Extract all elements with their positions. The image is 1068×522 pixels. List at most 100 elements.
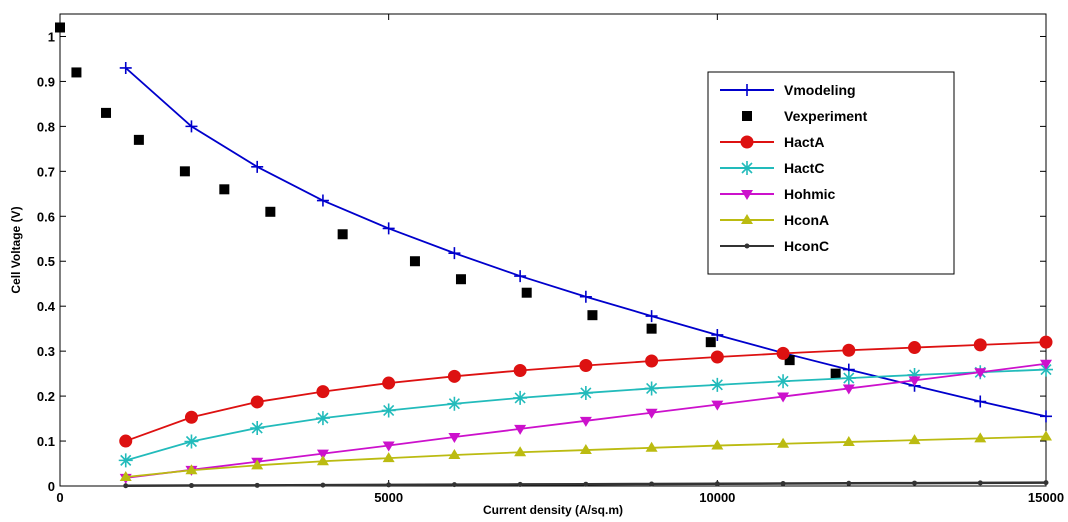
legend-label-hconc: HconC [784, 238, 829, 254]
y-tick-label: 1 [48, 29, 55, 44]
data-point-hactc [841, 371, 856, 386]
data-point-vexperiment [409, 256, 420, 267]
data-point-hactc [447, 396, 462, 411]
data-point-hacta [645, 354, 659, 368]
y-tick-label: 0.9 [37, 74, 55, 89]
data-point-hconc [583, 481, 589, 487]
data-point-vexperiment [101, 107, 112, 118]
y-tick-label: 0.3 [37, 344, 55, 359]
data-point-vmodeling [974, 395, 987, 408]
y-axis-label: Cell Voltage (V) [9, 206, 23, 293]
data-point-hacta [447, 369, 461, 383]
x-tick-label: 0 [56, 490, 63, 505]
data-point-hcona [842, 435, 855, 446]
data-point-hohmic [382, 441, 395, 452]
series-vexperiment [55, 22, 841, 379]
legend-marker-hcona [741, 214, 753, 224]
data-point-hactc [710, 377, 725, 392]
data-point-vexperiment [521, 287, 532, 298]
legend-entry-hacta: HactA [720, 134, 824, 150]
data-point-hconc [714, 481, 720, 487]
data-point-hcona [1040, 430, 1052, 441]
data-point-hactc [578, 385, 593, 400]
y-tick-label: 0.7 [37, 164, 55, 179]
data-point-hactc [776, 374, 791, 389]
y-tick-label: 0.2 [37, 389, 55, 404]
data-point-hactc [184, 434, 199, 449]
data-point-vexperiment [337, 229, 348, 240]
data-point-hactc [118, 453, 133, 468]
data-point-hcona [185, 464, 198, 475]
data-point-hohmic [777, 392, 790, 403]
data-point-hacta [973, 338, 987, 352]
data-point-vmodeling [645, 310, 658, 323]
series-hcona [119, 430, 1052, 482]
data-point-hacta [1039, 335, 1053, 349]
series-hconc [123, 480, 1049, 489]
y-tick-label: 0.4 [37, 299, 56, 314]
legend-entry-hconc: HconC [720, 238, 829, 254]
data-point-hconc [451, 482, 457, 488]
legend-marker-hohmic [741, 190, 753, 200]
data-point-hacta [579, 359, 593, 373]
data-point-hcona [777, 437, 790, 448]
data-point-hconc [254, 482, 260, 488]
series-layer [55, 22, 1053, 489]
data-point-hacta [776, 346, 790, 360]
series-hacta [119, 335, 1053, 448]
data-point-vexperiment [71, 67, 82, 78]
data-point-vmodeling [448, 247, 461, 260]
data-point-hohmic [514, 424, 527, 435]
data-point-hactc [644, 381, 659, 396]
data-point-vmodeling [119, 61, 132, 74]
data-point-hohmic [448, 433, 461, 444]
legend-marker-vexperiment [742, 111, 752, 121]
y-axis: 0 0.1 0.2 0.3 0.4 0.5 0.6 0.7 0.8 0.9 1 [37, 29, 1046, 494]
x-axis-label: Current density (A/sq.m) [483, 503, 623, 517]
data-point-vexperiment [265, 206, 276, 217]
data-point-hohmic [908, 376, 921, 387]
data-point-hohmic [842, 384, 855, 395]
data-point-vexperiment [587, 310, 598, 321]
data-point-vmodeling [251, 160, 264, 173]
data-point-vexperiment [55, 22, 65, 33]
data-point-hcona [645, 441, 658, 452]
data-point-vexperiment [830, 368, 841, 379]
data-point-hconc [846, 480, 852, 486]
data-point-hacta [382, 376, 396, 390]
plot-frame [59, 13, 1047, 487]
data-point-hconc [912, 480, 918, 486]
data-point-hconc [320, 482, 326, 488]
y-tick-label: 0.1 [37, 434, 55, 449]
legend-box [707, 71, 955, 275]
data-point-hcona [579, 444, 592, 455]
legend-entry-hactc: HactC [720, 160, 824, 176]
data-point-vmodeling [514, 270, 527, 283]
data-point-hcona [974, 432, 987, 443]
legend-marker-vmodeling [741, 84, 753, 96]
data-point-hcona [316, 455, 329, 466]
legend: Vmodeling Vexperiment HactA HactC Hohmic Hcon… [707, 71, 955, 275]
data-point-hacta [908, 341, 922, 355]
data-point-hohmic [645, 408, 658, 419]
x-tick-label: 5000 [374, 490, 403, 505]
data-point-vmodeling [1040, 410, 1052, 423]
y-tick-label: 0.8 [37, 119, 55, 134]
data-point-hohmic [711, 400, 724, 411]
data-point-hcona [251, 459, 264, 470]
data-point-hconc [386, 482, 392, 488]
data-point-vmodeling [382, 222, 395, 235]
plot-area-border [59, 13, 1047, 487]
data-point-hconc [1043, 480, 1049, 486]
data-point-vexperiment [219, 184, 230, 195]
data-point-hacta [250, 395, 264, 409]
legend-entry-hcona: HconA [720, 212, 829, 228]
legend-label-vexperiment: Vexperiment [784, 108, 868, 124]
data-point-vexperiment [784, 355, 795, 366]
data-point-hcona [908, 434, 921, 445]
data-point-hacta [513, 363, 527, 377]
series-hohmic [119, 359, 1052, 484]
data-point-hacta [119, 434, 133, 448]
legend-label-hacta: HactA [784, 134, 824, 150]
